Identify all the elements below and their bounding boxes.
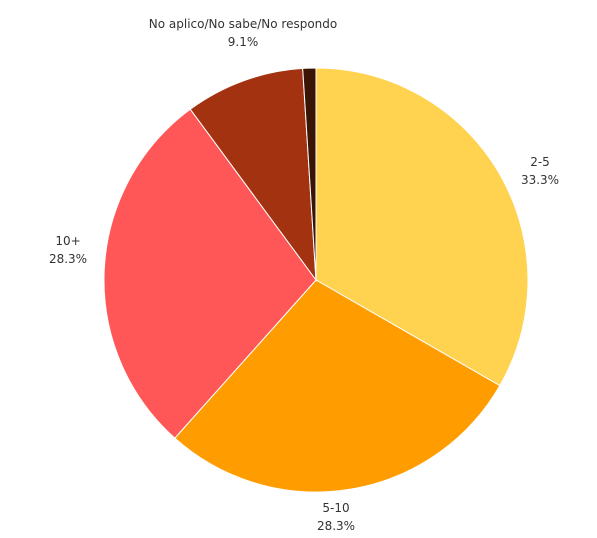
slice-label-1: 5-10 — [322, 501, 349, 515]
pie-slice-2 — [103, 108, 317, 439]
slice-value-label-1: 28.3% — [317, 519, 355, 533]
slice-label-2: 10+ — [55, 234, 80, 248]
slice-value-label-0: 33.3% — [521, 173, 559, 187]
pie-slice-1 — [174, 279, 501, 493]
slice-label-3: No aplico/No sabe/No respondo — [149, 17, 338, 31]
slice-label-0: 2-5 — [530, 155, 550, 169]
slice-value-label-3: 9.1% — [228, 35, 259, 49]
pie-slice-4 — [302, 67, 317, 281]
pie-slice-0 — [315, 67, 529, 387]
pie-slice-3 — [189, 67, 317, 282]
slice-value-label-2: 28.3% — [49, 252, 87, 266]
